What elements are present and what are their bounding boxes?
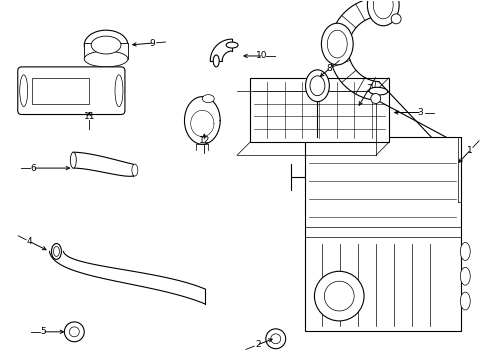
Ellipse shape [372,0,392,19]
Circle shape [314,271,364,321]
Text: 1: 1 [467,146,472,155]
Circle shape [265,329,285,349]
Bar [304,137,460,331]
Circle shape [69,327,79,337]
Ellipse shape [368,4,387,10]
Ellipse shape [459,243,469,260]
Text: 8: 8 [326,64,331,73]
Ellipse shape [213,55,219,67]
Ellipse shape [321,23,352,65]
FancyBboxPatch shape [18,67,124,114]
Ellipse shape [225,42,238,48]
Bar [249,78,388,142]
Bar [32,78,89,104]
Text: 5: 5 [41,327,46,336]
Ellipse shape [115,75,122,107]
Ellipse shape [84,30,128,60]
Text: 7: 7 [366,84,371,93]
Ellipse shape [53,247,60,256]
Ellipse shape [459,267,469,285]
Circle shape [270,334,280,344]
Ellipse shape [51,243,61,260]
Circle shape [64,322,84,342]
Ellipse shape [459,292,469,310]
Ellipse shape [366,0,398,26]
Ellipse shape [84,51,128,67]
Ellipse shape [132,164,138,176]
Ellipse shape [91,36,121,54]
Text: 10: 10 [256,51,267,60]
Ellipse shape [368,87,387,95]
Ellipse shape [326,30,346,58]
Circle shape [370,94,380,103]
Text: 2: 2 [255,340,260,349]
Ellipse shape [20,75,28,107]
Ellipse shape [309,76,324,96]
Text: 9: 9 [149,39,155,48]
Circle shape [324,281,353,311]
Text: 12: 12 [198,136,209,145]
Ellipse shape [305,70,328,102]
Circle shape [390,14,400,24]
Text: 11: 11 [83,112,95,121]
Text: 6: 6 [31,163,37,172]
Ellipse shape [70,152,76,168]
Ellipse shape [202,95,214,103]
Text: 3: 3 [417,108,423,117]
Bar [84,43,128,59]
Text: 4: 4 [27,237,32,246]
